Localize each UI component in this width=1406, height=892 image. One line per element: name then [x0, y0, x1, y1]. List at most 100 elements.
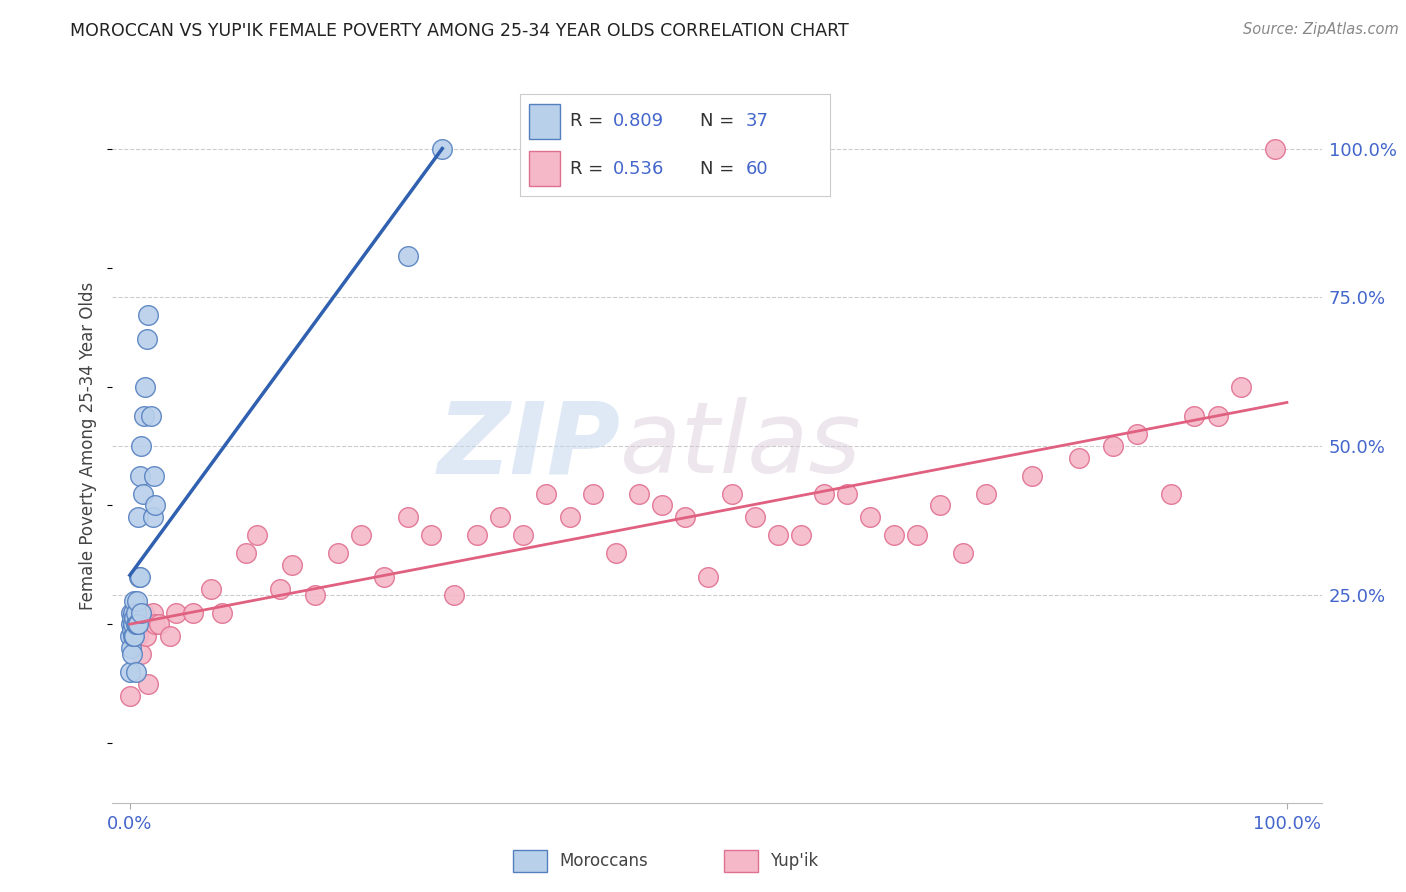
Point: [121, 624, 143, 638]
Point: [136, 332, 159, 346]
Point: [582, 486, 605, 500]
Text: R =: R =: [569, 160, 609, 178]
Point: [124, 593, 146, 607]
Point: [127, 510, 149, 524]
Point: [132, 409, 155, 424]
Text: N =: N =: [700, 160, 740, 178]
Point: [837, 486, 859, 500]
Text: ZIP: ZIP: [437, 398, 620, 494]
Point: [1182, 409, 1205, 424]
Point: [159, 629, 181, 643]
Text: Moroccans: Moroccans: [560, 852, 648, 870]
Point: [720, 486, 742, 500]
Point: [465, 528, 488, 542]
Text: N =: N =: [700, 112, 740, 130]
Text: 60: 60: [747, 160, 769, 178]
Point: [859, 510, 882, 524]
Point: [128, 606, 150, 620]
Point: [142, 606, 165, 620]
Point: [1264, 142, 1286, 156]
Point: [138, 308, 160, 322]
FancyBboxPatch shape: [724, 849, 758, 872]
Point: [138, 677, 160, 691]
Point: [127, 617, 149, 632]
Point: [744, 510, 766, 524]
Point: [143, 617, 166, 632]
Point: [125, 593, 148, 607]
Point: [122, 629, 145, 643]
Point: [125, 617, 148, 632]
Point: [122, 606, 145, 620]
Point: [124, 617, 146, 632]
Point: [129, 570, 152, 584]
Point: [536, 486, 558, 500]
Point: [651, 499, 673, 513]
Point: [183, 606, 205, 620]
Point: [281, 558, 304, 572]
Point: [120, 606, 142, 620]
Point: [235, 546, 257, 560]
Point: [396, 510, 419, 524]
Text: 37: 37: [747, 112, 769, 130]
Point: [124, 665, 146, 679]
FancyBboxPatch shape: [530, 151, 561, 186]
Point: [131, 647, 153, 661]
Point: [132, 606, 155, 620]
Point: [605, 546, 627, 560]
Point: [304, 588, 326, 602]
Text: Source: ZipAtlas.com: Source: ZipAtlas.com: [1243, 22, 1399, 37]
Point: [118, 629, 141, 643]
Point: [131, 439, 153, 453]
Point: [326, 546, 349, 560]
Point: [124, 629, 146, 643]
Text: R =: R =: [569, 112, 609, 130]
Point: [135, 629, 157, 643]
Point: [131, 486, 153, 500]
Point: [124, 617, 146, 632]
Point: [121, 647, 143, 661]
Point: [419, 528, 441, 542]
Point: [790, 528, 813, 542]
Point: [350, 528, 373, 542]
Point: [120, 641, 142, 656]
Point: [127, 629, 149, 643]
Point: [512, 528, 534, 542]
Point: [1102, 439, 1125, 453]
Point: [443, 588, 465, 602]
Point: [1206, 409, 1229, 424]
Point: [766, 528, 789, 542]
Point: [200, 582, 222, 596]
Point: [118, 665, 141, 679]
Point: [1229, 379, 1251, 393]
Point: [165, 606, 187, 620]
Point: [139, 409, 162, 424]
Point: [118, 689, 141, 703]
Point: [813, 486, 835, 500]
Text: 0.809: 0.809: [613, 112, 664, 130]
Point: [974, 486, 997, 500]
Point: [124, 606, 146, 620]
Point: [269, 582, 291, 596]
Point: [129, 617, 152, 632]
FancyBboxPatch shape: [530, 104, 561, 139]
Point: [131, 606, 153, 620]
Point: [1160, 486, 1182, 500]
Point: [373, 570, 395, 584]
Y-axis label: Female Poverty Among 25-34 Year Olds: Female Poverty Among 25-34 Year Olds: [79, 282, 97, 610]
Text: Yup'ik: Yup'ik: [770, 852, 818, 870]
FancyBboxPatch shape: [513, 849, 547, 872]
Point: [143, 499, 166, 513]
Point: [952, 546, 974, 560]
Point: [489, 510, 512, 524]
Point: [697, 570, 720, 584]
Point: [1021, 468, 1043, 483]
Point: [143, 468, 166, 483]
Point: [246, 528, 269, 542]
Point: [396, 249, 419, 263]
Point: [928, 499, 950, 513]
Point: [129, 468, 152, 483]
Point: [1067, 450, 1090, 465]
Point: [134, 379, 156, 393]
Text: atlas: atlas: [620, 398, 862, 494]
Point: [148, 617, 170, 632]
